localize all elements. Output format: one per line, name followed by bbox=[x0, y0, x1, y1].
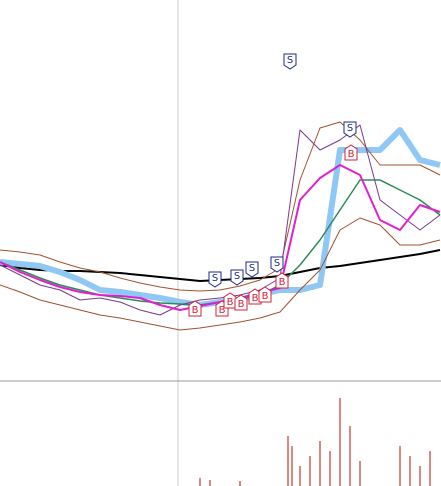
signal-label: B bbox=[262, 291, 269, 302]
signal-marker: B bbox=[258, 286, 272, 303]
signal-marker: B bbox=[188, 300, 202, 317]
signal-marker: B bbox=[223, 292, 237, 309]
signal-marker: S bbox=[270, 256, 284, 273]
signal-shape bbox=[234, 294, 248, 311]
signal-marker: S bbox=[343, 121, 357, 138]
signal-label: S bbox=[274, 258, 280, 269]
series-line bbox=[0, 124, 441, 316]
signal-label: B bbox=[219, 305, 226, 316]
signal-marker: B bbox=[248, 288, 262, 305]
signal-shape bbox=[188, 300, 202, 317]
signal-label: S bbox=[212, 273, 218, 284]
signal-shape bbox=[248, 288, 262, 305]
signal-marker: B bbox=[275, 272, 289, 289]
series-line bbox=[0, 164, 441, 311]
signal-shape bbox=[344, 144, 358, 161]
signal-marker: B bbox=[344, 144, 358, 161]
signal-shape bbox=[230, 269, 244, 286]
signal-label: B bbox=[252, 293, 259, 304]
signal-shape bbox=[258, 286, 272, 303]
signal-label: S bbox=[287, 55, 293, 66]
signal-label: B bbox=[279, 277, 286, 288]
signal-marker: B bbox=[234, 294, 248, 311]
signal-label: B bbox=[348, 149, 355, 160]
signal-label: S bbox=[347, 123, 353, 134]
series-line bbox=[0, 179, 441, 306]
signal-label: B bbox=[238, 299, 245, 310]
signal-shape bbox=[245, 261, 259, 278]
signal-shape bbox=[343, 121, 357, 138]
signal-shape bbox=[283, 53, 297, 70]
signal-marker: S bbox=[230, 269, 244, 286]
signal-label: B bbox=[227, 297, 234, 308]
signal-shape bbox=[208, 271, 222, 288]
signal-marker: S bbox=[208, 271, 222, 288]
signal-shape bbox=[270, 256, 284, 273]
signal-label: S bbox=[234, 271, 240, 282]
series-line bbox=[0, 217, 441, 331]
signal-shape bbox=[275, 272, 289, 289]
signal-marker: S bbox=[245, 261, 259, 278]
signal-label: B bbox=[192, 305, 199, 316]
signal-label: S bbox=[249, 263, 255, 274]
signal-shape bbox=[223, 292, 237, 309]
signal-marker: S bbox=[283, 53, 297, 70]
